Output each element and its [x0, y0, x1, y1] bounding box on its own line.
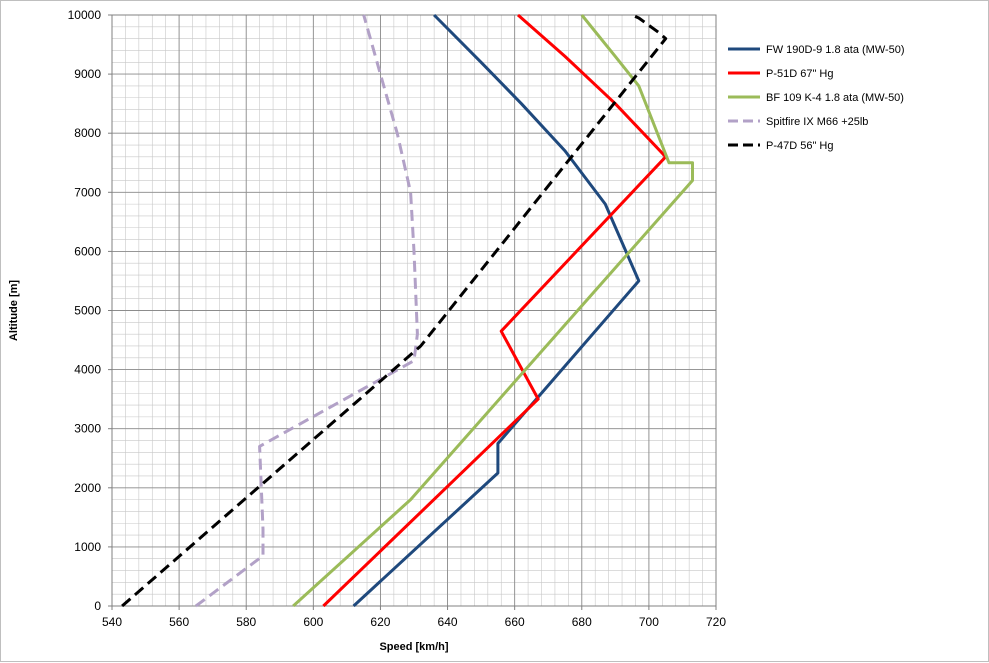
legend-label-2: P-51D 67" Hg: [766, 68, 834, 80]
y-tick-label: 3000: [74, 422, 101, 436]
legend: FW 190D-9 1.8 ata (MW-50) P-51D 67" Hg BF …: [728, 44, 905, 152]
legend-label-1: FW 190D-9 1.8 ata (MW-50): [766, 44, 905, 56]
x-tick-label: 700: [639, 615, 659, 629]
series-line-1: [352, 13, 641, 608]
series-line-4: [195, 14, 419, 608]
y-tick-label: 1000: [74, 540, 101, 554]
y-axis-title: Altitude [m]: [8, 280, 20, 341]
x-axis-ticks: 540 560 580 600 620 640 660 680 700 720: [102, 606, 726, 629]
x-tick-label: 720: [706, 615, 726, 629]
x-tick-label: 640: [438, 615, 458, 629]
major-gridlines: [111, 14, 717, 607]
y-tick-label: 10000: [68, 8, 102, 22]
y-tick-label: 7000: [74, 185, 101, 199]
y-tick-label: 8000: [74, 126, 101, 140]
x-tick-label: 560: [169, 615, 189, 629]
series-layer: [121, 13, 694, 608]
x-axis-title: Speed [km/h]: [379, 641, 448, 653]
x-tick-label: 680: [572, 615, 592, 629]
y-tick-label: 4000: [74, 363, 101, 377]
y-axis-ticks: 0 1000 2000 3000 4000 5000 6000 7000 8000 9000 100…: [68, 8, 112, 613]
x-tick-label: 540: [102, 615, 122, 629]
series-line-3: [292, 14, 694, 608]
y-tick-label: 6000: [74, 244, 101, 258]
series-line-5: [121, 13, 668, 608]
y-tick-label: 0: [94, 599, 101, 613]
x-tick-label: 580: [236, 615, 256, 629]
x-tick-label: 600: [303, 615, 323, 629]
y-tick-label: 5000: [74, 304, 101, 318]
x-tick-label: 620: [370, 615, 390, 629]
y-tick-label: 2000: [74, 481, 101, 495]
y-tick-label: 9000: [74, 67, 101, 81]
legend-label-5: P-47D 56" Hg: [766, 140, 834, 152]
legend-label-4: Spitfire IX M66 +25lb: [766, 116, 868, 128]
legend-label-3: BF 109 K-4 1.8 ata (MW-50): [766, 92, 904, 104]
x-tick-label: 660: [505, 615, 525, 629]
